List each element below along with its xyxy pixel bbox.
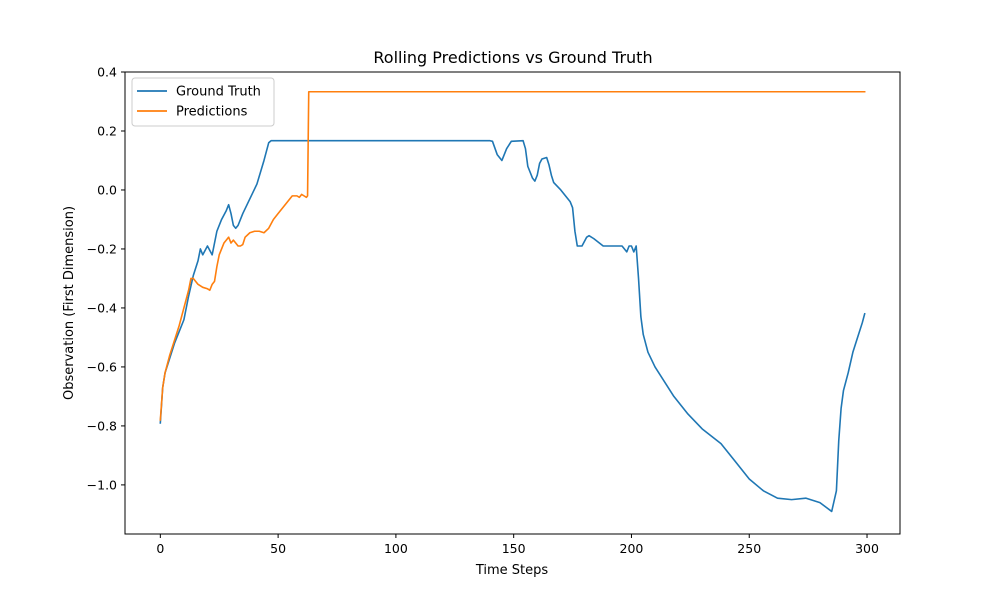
series-layer (159, 90, 866, 513)
x-tick-label: 100 (384, 541, 408, 556)
legend-entry-label: Predictions (176, 105, 248, 120)
y-tick-label: −1.0 (87, 477, 117, 492)
x-axis-label: Time Steps (475, 563, 549, 578)
x-tick-label: 200 (620, 541, 644, 556)
y-axis-ticks: −1.0 −0.8 −0.6 −0.4 −0.2 0.0 0.2 0.4 (87, 65, 125, 492)
y-tick-label: −0.2 (87, 241, 117, 256)
y-tick-label: −0.6 (87, 359, 117, 374)
plot-frame (124, 71, 901, 535)
y-tick-label: 0.2 (97, 123, 117, 138)
x-axis-ticks: 0 50 100 150 200 250 300 (156, 534, 879, 556)
y-tick-label: −0.8 (87, 418, 117, 433)
x-tick-label: 150 (502, 541, 526, 556)
series-line-ground-truth (159, 139, 866, 513)
y-tick-label: 0.4 (97, 65, 117, 80)
x-tick-label: 300 (855, 541, 879, 556)
chart-title: Rolling Predictions vs Ground Truth (373, 48, 652, 67)
y-tick-label: −0.4 (87, 300, 117, 315)
x-tick-label: 50 (270, 541, 286, 556)
x-tick-label: 0 (156, 541, 164, 556)
x-tick-label: 250 (737, 541, 761, 556)
y-axis-label: Observation (First Dimension) (62, 206, 77, 400)
legend: Ground Truth Predictions (131, 77, 275, 127)
legend-entry-label: Ground Truth (176, 85, 261, 100)
y-tick-label: 0.0 (97, 182, 117, 197)
legend-box (131, 77, 275, 127)
series-line-predictions (159, 90, 866, 421)
